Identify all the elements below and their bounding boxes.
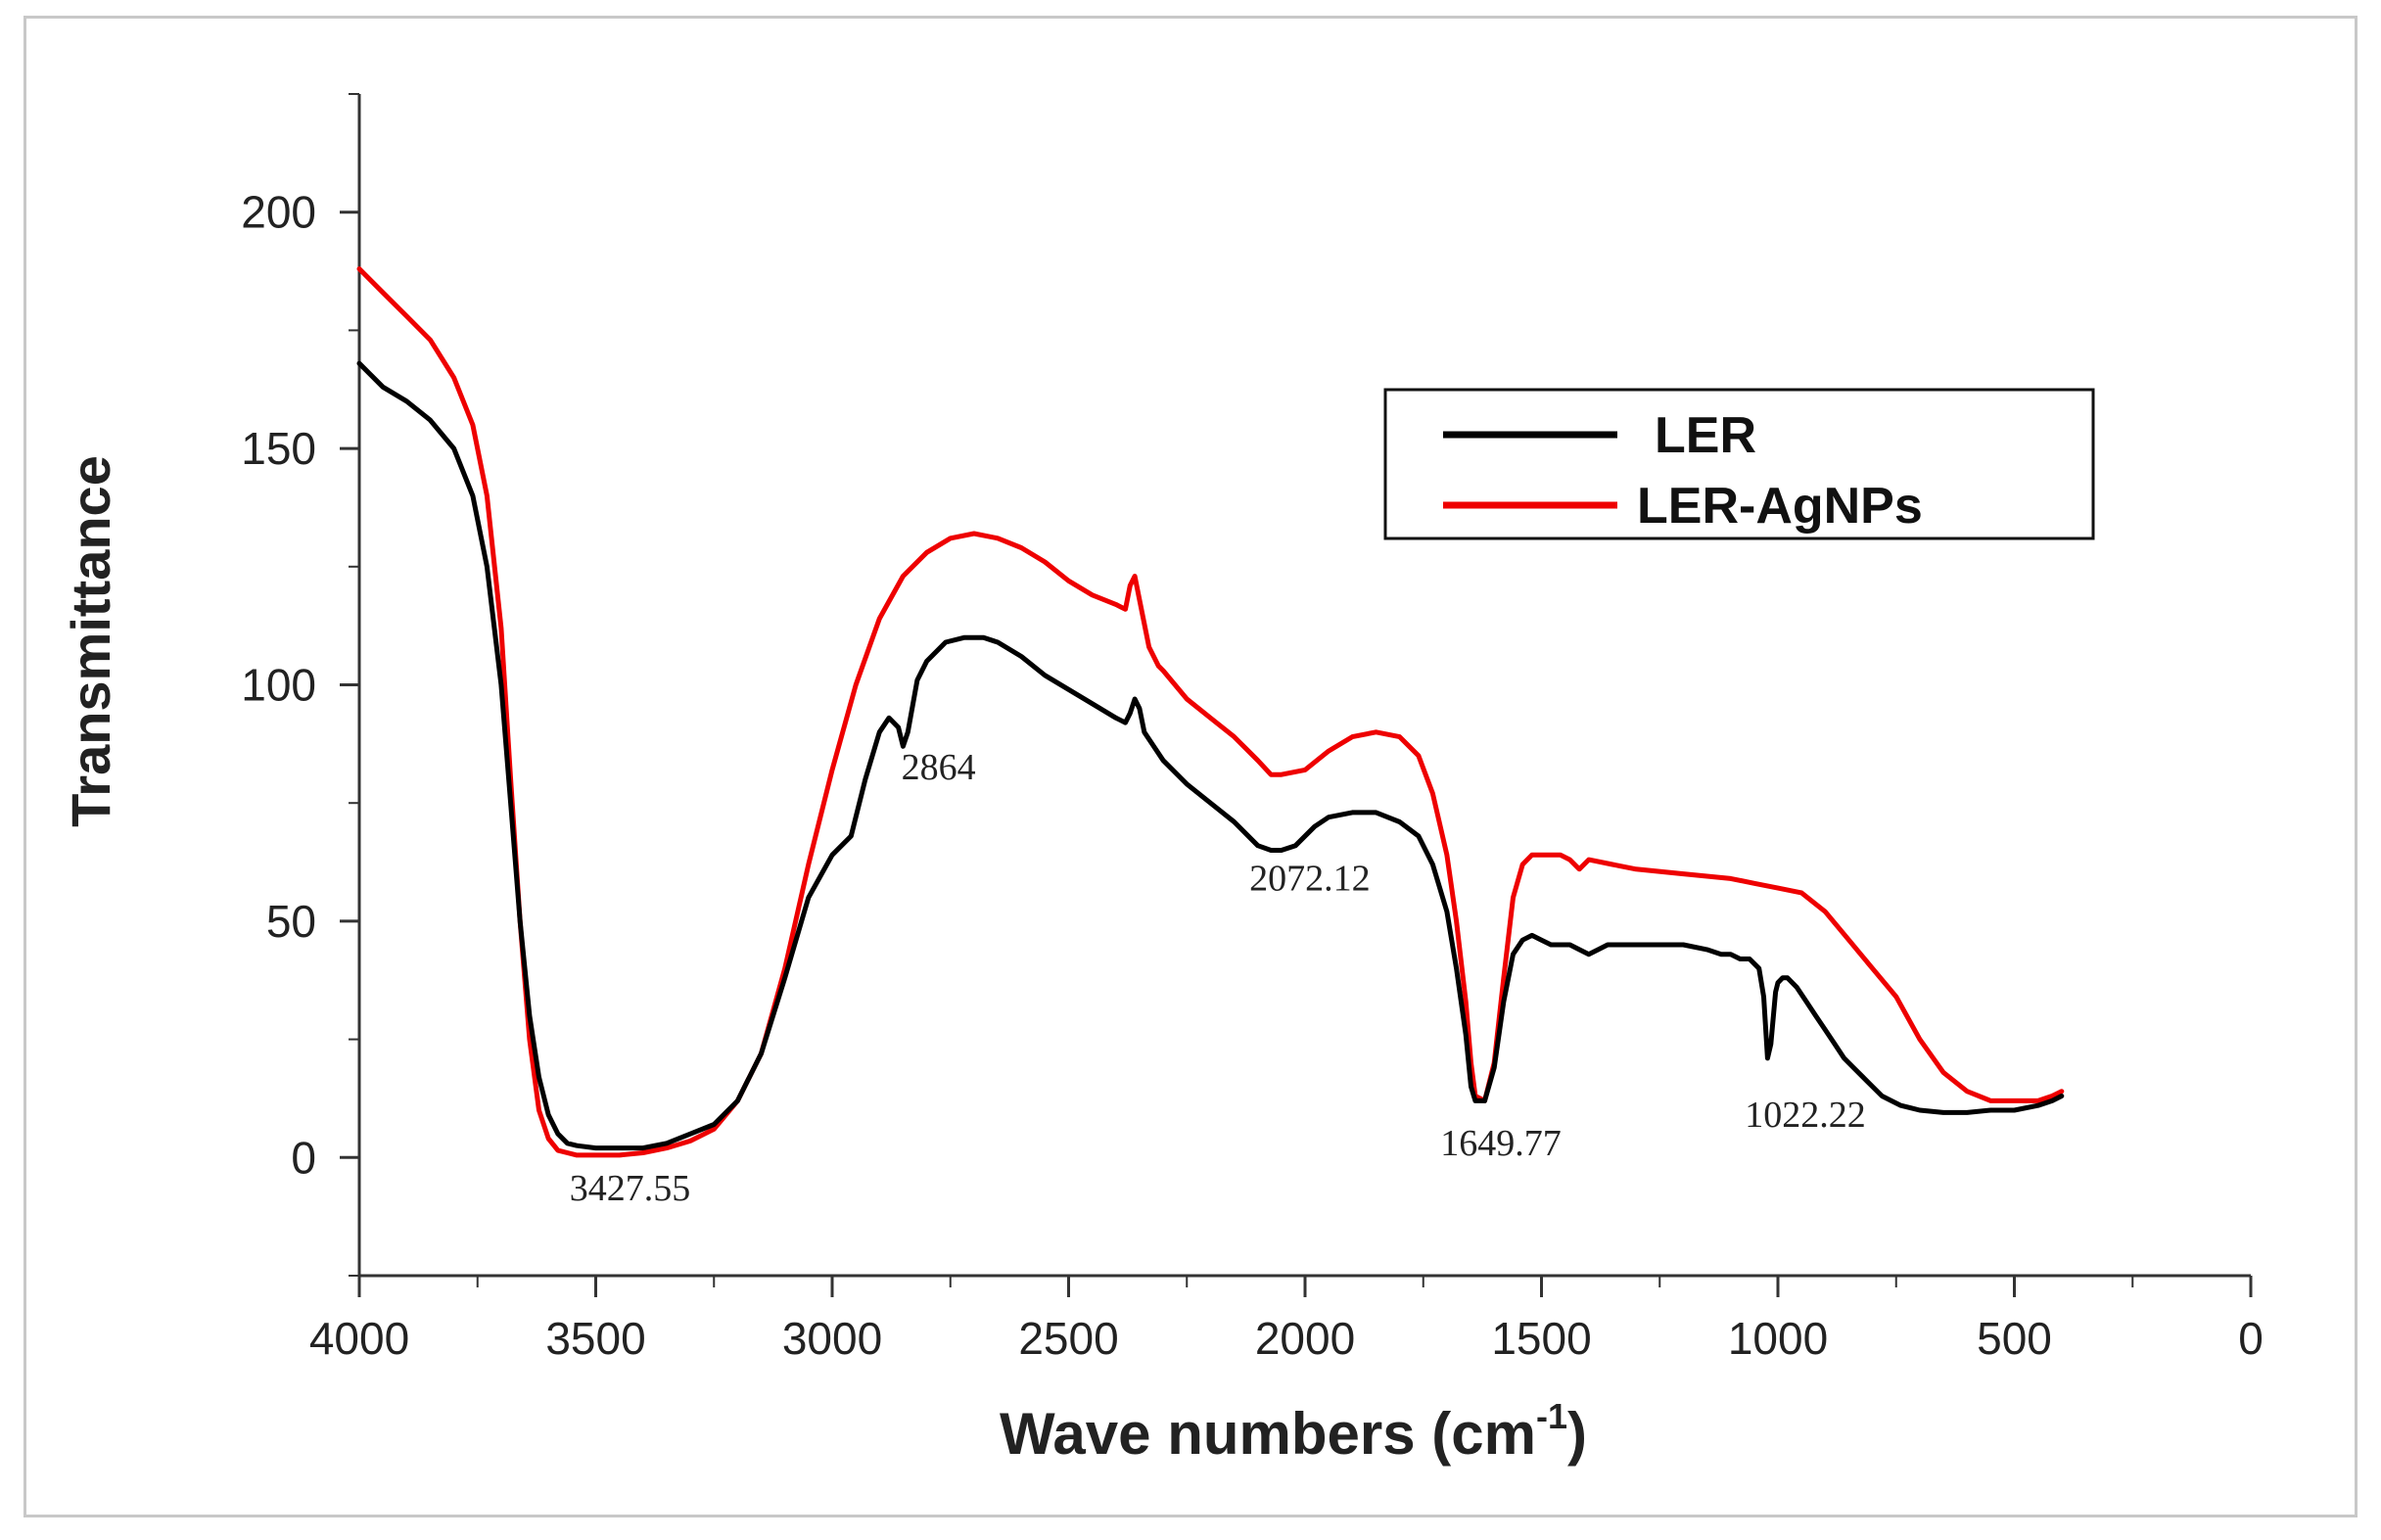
figure-frame xyxy=(23,16,2358,1517)
y-tick-label: 100 xyxy=(241,660,316,711)
y-axis-title: Transmittance xyxy=(60,455,121,827)
legend-label-ler-agnps: LER-AgNPs xyxy=(1637,478,1923,535)
x-axis-title-tail: ) xyxy=(1567,1401,1587,1467)
x-tick-label: 2000 xyxy=(1255,1313,1355,1364)
legend-box xyxy=(1383,388,2095,540)
x-tick-label: 4000 xyxy=(309,1313,409,1364)
annotations: 3427.55 2864 2072.12 1649.77 1022.22 xyxy=(570,747,1866,1209)
x-tick-label: 1500 xyxy=(1491,1313,1591,1364)
ticks xyxy=(340,93,2253,1297)
legend-label-ler: LER xyxy=(1655,407,1756,464)
y-tick-label: 50 xyxy=(266,896,316,947)
axes xyxy=(357,94,2251,1278)
series-line-ler-agnps xyxy=(356,266,2065,1158)
x-tick-label: 2500 xyxy=(1018,1313,1118,1364)
x-axis-title-superscript: -1 xyxy=(1536,1396,1567,1436)
peak-annotation: 1649.77 xyxy=(1440,1123,1562,1164)
series-layer xyxy=(356,266,2065,1158)
tick-labels: 4000 3500 3000 2500 2000 1500 1000 500 0 0 50 100 15… xyxy=(241,187,2264,1364)
legend: LER LER-AgNPs xyxy=(1383,388,2095,540)
y-tick-label: 200 xyxy=(241,187,316,238)
peak-annotation: 2072.12 xyxy=(1249,859,1371,900)
x-tick-label: 3000 xyxy=(782,1313,882,1364)
peak-annotation: 2864 xyxy=(902,747,976,788)
y-tick-label: 150 xyxy=(241,423,316,474)
y-tick-label: 0 xyxy=(291,1132,316,1183)
x-tick-label: 0 xyxy=(2238,1313,2264,1364)
x-axis-title: Wave numbers (cm-1) xyxy=(1000,1396,1587,1467)
x-tick-label: 1000 xyxy=(1728,1313,1828,1364)
x-tick-label: 500 xyxy=(1977,1313,2052,1364)
x-axis-title-main: Wave numbers (cm xyxy=(1000,1401,1536,1467)
x-tick-label: 3500 xyxy=(545,1313,645,1364)
peak-annotation: 3427.55 xyxy=(570,1168,691,1209)
peak-annotation: 1022.22 xyxy=(1745,1095,1866,1136)
series-line-ler xyxy=(356,360,2065,1151)
